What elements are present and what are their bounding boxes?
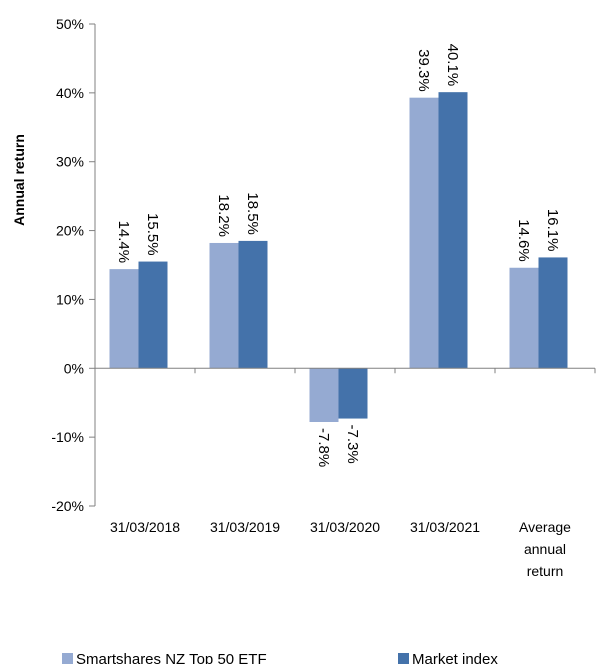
data-label: 39.3% <box>415 49 432 92</box>
x-tick-label: return <box>527 563 564 579</box>
data-label: 40.1% <box>444 44 461 87</box>
bar-etf <box>509 267 539 369</box>
legend-label-market-index: Market index <box>412 651 498 664</box>
data-label: 18.5% <box>244 192 261 235</box>
bar-market-index <box>538 257 568 369</box>
data-label: -7.3% <box>344 425 361 464</box>
x-tick-label: Average <box>519 519 571 535</box>
y-tick-label: 30% <box>56 154 84 170</box>
y-tick-label: -20% <box>51 498 84 514</box>
y-tick-label: 0% <box>64 360 84 376</box>
x-tick-label: 31/03/2019 <box>210 519 280 535</box>
bar-etf <box>409 97 439 369</box>
x-tick-label: annual <box>524 541 566 557</box>
data-label: -7.8% <box>315 428 332 467</box>
y-tick-label: 40% <box>56 85 84 101</box>
bar-etf <box>109 269 139 369</box>
data-label: 14.6% <box>515 219 532 262</box>
y-tick-label: 20% <box>56 223 84 239</box>
y-tick-label: -10% <box>51 429 84 445</box>
bar-market-index <box>438 92 468 369</box>
data-label: 14.4% <box>115 221 132 264</box>
bar-market-index <box>238 240 268 369</box>
bar-market-index <box>338 368 368 419</box>
legend-label-etf: Smartshares NZ Top 50 ETF <box>76 651 267 664</box>
data-label: 16.1% <box>544 209 561 252</box>
data-label: 15.5% <box>144 213 161 256</box>
y-tick-label: 50% <box>56 16 84 32</box>
x-tick-label: 31/03/2020 <box>310 519 380 535</box>
x-tick-label: 31/03/2021 <box>410 519 480 535</box>
data-label: 18.2% <box>215 194 232 237</box>
bar-etf <box>309 368 339 422</box>
y-tick-label: 10% <box>56 291 84 307</box>
y-axis-title: Annual return <box>11 134 27 226</box>
bar-etf <box>209 242 239 369</box>
x-tick-label: 31/03/2018 <box>110 519 180 535</box>
legend-swatch-etf <box>62 653 73 664</box>
legend-swatch-market-index <box>398 653 409 664</box>
bar-market-index <box>138 261 168 369</box>
